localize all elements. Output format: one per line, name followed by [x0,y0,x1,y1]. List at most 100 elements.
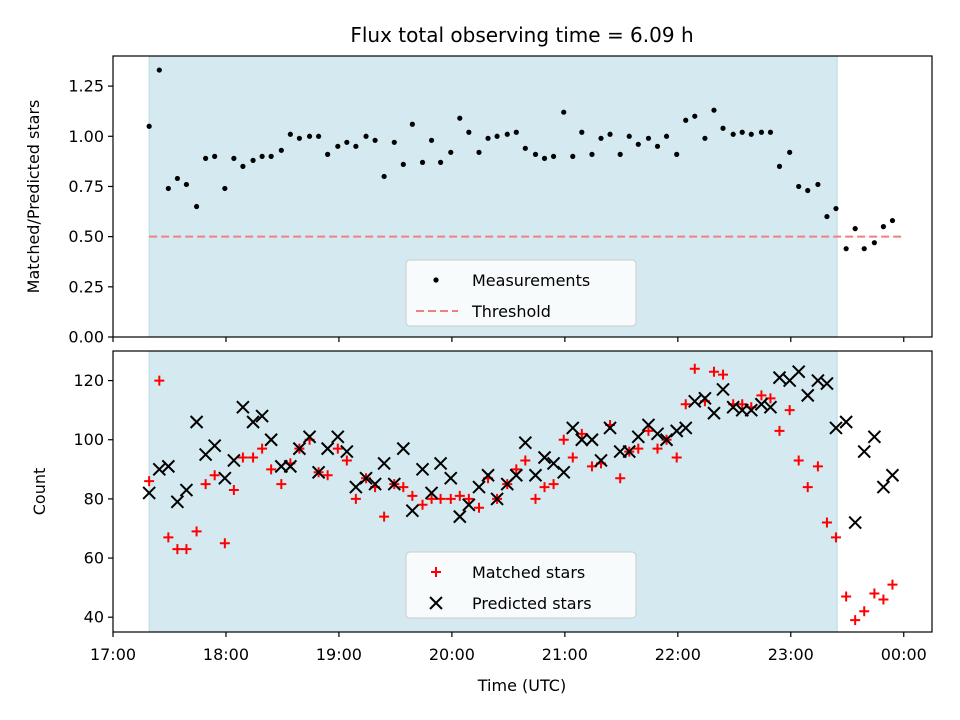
matched-stars-point [209,470,220,481]
predicted-stars-point [801,388,815,403]
predicted-stars-point [557,465,571,479]
measurements-point [513,129,519,135]
predicted-stars-point [387,477,401,491]
matched-stars-point [463,493,474,504]
matched-stars-point [812,461,823,472]
predicted-stars-point [509,468,523,482]
measurements-point [833,205,839,212]
y-tick-label: 0.00 [68,328,104,347]
predicted-stars-point [481,468,495,482]
measurements-point [504,131,510,137]
measurements-point [861,246,867,252]
predicted-stars-point [405,504,420,518]
measurements-point [203,155,209,161]
matched-stars-point [784,405,795,416]
matched-stars-point [802,482,813,493]
matched-stars-point [322,470,333,481]
matched-stars-point [237,452,248,463]
x-tick-label: 21:00 [542,645,588,664]
predicted-stars-point [142,486,156,500]
matched-stars-point [539,482,550,493]
measurements-point [654,143,661,149]
matched-stars-point [154,375,165,386]
y-tick-label: 1.00 [68,127,104,146]
y-tick-label: 60 [84,549,104,568]
matched-stars-point [530,493,541,504]
matched-stars-point [567,452,578,463]
matched-stars-point [445,493,456,504]
predicted-stars-point [876,480,891,494]
predicted-stars-point [311,465,326,479]
predicted-stars-point [170,495,185,509]
measurements-point [815,181,821,188]
measurements-point [598,135,604,141]
predicted-stars-point [179,483,194,497]
measurements-point [889,217,896,224]
y-tick-label: 0.25 [68,277,104,296]
matched-stars-point [869,588,880,599]
matched-stars-point [878,594,889,605]
measurements-point [494,133,500,139]
measurements-point [174,175,180,182]
measurements-point [193,203,200,210]
measurements-point [711,107,717,113]
matched-stars-point [474,502,485,513]
measurements-point [315,133,322,139]
predicted-stars-point [424,486,439,500]
predicted-stars-point [726,400,740,414]
matched-stars-point [398,482,409,493]
measurements-point [250,157,256,163]
predicted-stars-point [453,509,467,524]
bottom-panel: 40 60 80 100 120 17:00 18:00 19:00 20:00 21:00 22:… [30,350,933,664]
predicted-stars-point [631,430,645,444]
matched-stars-point [228,485,239,496]
matched-stars-point [379,511,390,522]
predicted-stars-point [867,430,882,444]
matched-stars-point [793,455,804,466]
measurements-point [550,153,557,159]
predicted-stars-point [490,492,504,506]
predicted-stars-point [368,477,382,491]
predicted-stars-point [575,433,589,447]
matched-stars-point [708,366,719,377]
measurements-point [287,131,293,137]
matched-stars-point [511,464,522,475]
matched-stars-point [756,390,767,401]
predicted-stars-point [359,471,373,485]
predicted-stars-point [518,435,533,450]
predicted-stars-point [528,468,543,482]
predicted-stars-point [763,400,778,414]
x-tick-label: 20:00 [429,645,475,664]
measurements-point [335,143,341,149]
matched-stars-point [350,493,361,504]
measurements-point [306,133,313,139]
y-tick-label: 0.75 [68,177,104,196]
predicted-stars-point [396,441,411,456]
y-tick-label: 40 [84,608,104,627]
predicted-stars-point [603,421,617,435]
predicted-stars-point [283,459,298,474]
predicted-stars-point [320,441,335,456]
matched-stars-point [276,479,287,490]
predicted-stars-point [622,444,636,459]
predicted-stars-point [566,421,580,435]
measurements-point [156,67,162,73]
measurements-point [381,173,387,180]
matched-stars-point [426,493,437,504]
measurements-point [674,151,680,157]
measurements-point [852,226,858,232]
top-panel: 0.00 0.25 0.50 0.75 1.00 1.25 Matched/Predicte… [24,55,933,347]
predicted-stars-point [161,459,176,474]
matched-stars-point [341,455,352,466]
measurements-point [165,185,171,192]
matched-stars-point [652,443,663,454]
matched-stars-point [417,499,428,510]
measurements-point [843,246,849,252]
measurements-point [409,121,415,127]
legend-box [405,259,637,327]
measurements-point [485,135,491,141]
measurements-point [880,224,887,230]
matched-stars-point [454,490,465,501]
matched-stars-point [257,443,268,454]
legend-label: Predicted stars [472,594,592,613]
